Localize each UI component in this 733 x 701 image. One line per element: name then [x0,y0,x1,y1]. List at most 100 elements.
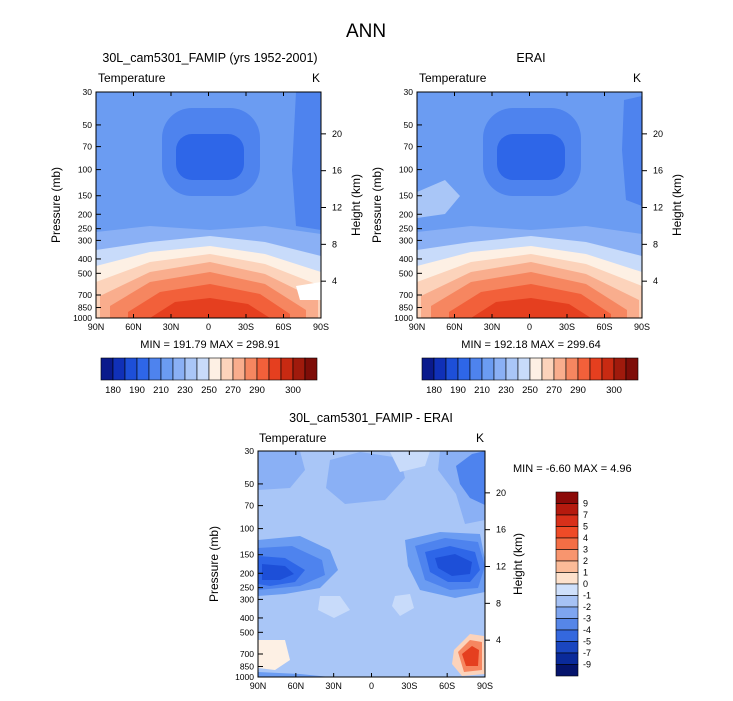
height-tick-label: 16 [332,166,342,176]
colorbar-label: -5 [583,637,591,647]
colorbar-label: 270 [546,385,562,396]
colorbar-label: 210 [474,385,490,396]
colorbar-label: -3 [583,614,591,624]
colorbar-label: -2 [583,602,591,612]
colorbar-label: 210 [153,385,169,396]
x-tick-label: 60S [275,322,291,332]
y-right-axis-title: Height (km) [349,174,363,236]
min-max-stats: MIN = -6.60 MAX = 4.96 [513,463,632,475]
y-tick-label: 400 [240,613,254,623]
y-tick-label: 70 [83,142,93,152]
y-tick-label: 200 [78,209,92,219]
contour-negative-1 [326,452,405,504]
y-tick-label: 150 [399,191,413,201]
colorbar-label: 9 [583,499,588,509]
x-tick-label: 90N [250,681,267,691]
variable-label: Temperature [98,71,166,85]
height-tick-label: 12 [653,203,663,213]
y-tick-label: 70 [404,142,414,152]
x-tick-label: 30S [401,681,417,691]
x-tick-label: 60N [446,322,463,332]
colorbar-swatch [555,549,579,562]
colorbar-swatch [100,357,114,381]
height-tick-label: 16 [653,166,663,176]
colorbar-label: 7 [583,510,588,520]
contour-positive-0 [258,640,290,670]
y-tick-label: 500 [399,268,413,278]
x-tick-label: 30N [163,322,180,332]
y-tick-label: 250 [78,224,92,234]
y-tick-label: 850 [78,303,92,313]
y-tick-label: 150 [240,550,254,560]
colorbar-swatch [481,357,495,381]
contour-positive-4 [462,646,479,666]
colorbar-label: 230 [498,385,514,396]
colorbar-swatch [555,560,579,573]
panel-diff: 30L_cam5301_FAMIP - ERAI Temperature K [207,411,632,691]
contour-polar-cold [622,96,642,206]
y-tick-label: 100 [78,165,92,175]
colorbar-label: 5 [583,522,588,532]
y-tick-label: 50 [404,120,414,130]
panel-model: 30L_cam5301_FAMIP (yrs 1952-2001) Temper… [49,51,363,396]
colorbar-swatch [244,357,258,381]
colorbar: 180 190 210 230 250 270 290 300 [421,357,639,396]
colorbar-swatch [505,357,519,381]
colorbar-label: 0 [583,579,588,589]
colorbar-swatch [555,595,579,608]
colorbar-label: 290 [570,385,586,396]
x-tick-label: 30S [238,322,254,332]
colorbar-label: 300 [285,385,301,396]
y-tick-label: 300 [399,235,413,245]
y-left-axis-title: Pressure (mb) [207,526,221,602]
colorbar-swatch [565,357,579,381]
height-tick-label: 20 [653,129,663,139]
colorbar-label: 230 [177,385,193,396]
contour-negative-3 [456,451,485,505]
colorbar-swatch [555,514,579,527]
colorbar-swatch [124,357,138,381]
colorbar-swatch [256,357,270,381]
y-tick-label: 30 [245,446,255,456]
contour-band-200 [497,134,565,180]
contour-band-220 [417,180,460,218]
colorbar-label: -9 [583,660,591,670]
x-tick-label: 60S [596,322,612,332]
y-tick-label: 200 [240,568,254,578]
colorbar-swatch [553,357,567,381]
variable-label: Temperature [419,71,487,85]
topography-mask [296,282,321,300]
colorbar-swatch [112,357,126,381]
y-tick-label: 1000 [73,313,92,323]
y-tick-label: 30 [404,87,414,97]
y-tick-label: 50 [83,120,93,130]
contour-zero [392,594,414,616]
height-tick-label: 4 [332,276,337,286]
y-tick-label: 1000 [394,313,413,323]
contour-band-295 [150,298,270,318]
y-tick-label: 70 [245,501,255,511]
y-tick-label: 400 [399,254,413,264]
colorbar-swatch [555,664,579,677]
contour-polar-cold [292,92,321,230]
y-tick-label: 250 [399,224,413,234]
colorbar-swatch [555,503,579,516]
colorbar-swatch [555,629,579,642]
colorbar-swatch [421,357,435,381]
colorbar: 97 54 32 10 -1-2 -3-4 -5-7 -9 [555,491,591,677]
y-tick-label: 200 [399,209,413,219]
contour-band-295 [471,298,591,318]
colorbar-label: -7 [583,648,591,658]
variable-label: Temperature [259,431,327,445]
y-tick-label: 400 [78,254,92,264]
min-max-stats: MIN = 192.18 MAX = 299.64 [461,339,600,351]
x-tick-label: 60N [125,322,142,332]
y-tick-label: 700 [240,649,254,659]
y-tick-label: 500 [78,268,92,278]
colorbar-swatch [160,357,174,381]
contour-plot [417,92,642,318]
colorbar-swatch [280,357,294,381]
x-tick-label: 90N [88,322,105,332]
x-tick-label: 0 [527,322,532,332]
